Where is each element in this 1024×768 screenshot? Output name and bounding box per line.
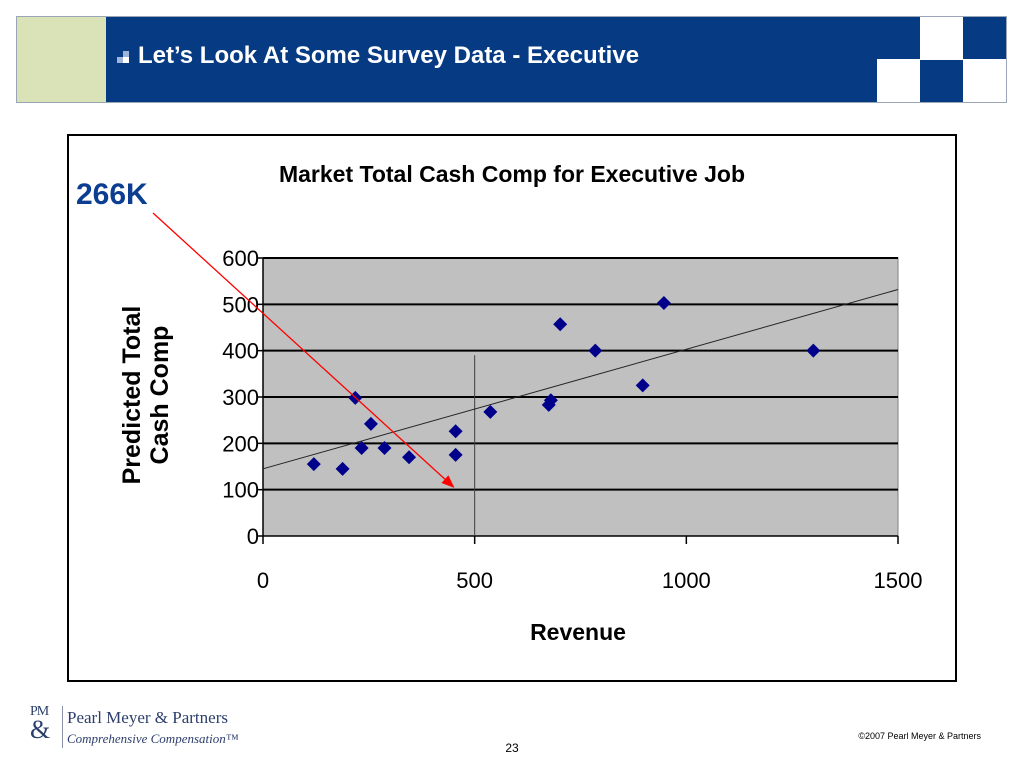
slide-title: Let’s Look At Some Survey Data - Executi…: [138, 42, 640, 69]
data-point: [402, 450, 417, 465]
company-logo: PM & Pearl Meyer & Partners Comprehensiv…: [30, 704, 240, 750]
logo-divider: [62, 706, 63, 748]
y-tick-label: 0: [247, 524, 259, 549]
y-tick-label: 600: [222, 246, 259, 271]
data-point: [377, 440, 392, 455]
callout-arrow: [152, 212, 455, 488]
y-axis-label-line: Cash Comp: [146, 326, 174, 465]
chart-title: Market Total Cash Comp for Executive Job: [279, 161, 745, 187]
header-title-bar: [106, 17, 1006, 102]
data-point: [656, 295, 671, 310]
x-tick-label: 1500: [874, 568, 923, 593]
x-axis-label: Revenue: [530, 619, 626, 645]
data-point: [354, 440, 369, 455]
data-point: [448, 447, 463, 462]
data-point: [553, 317, 568, 332]
data-point: [306, 457, 321, 472]
y-tick-label: 400: [222, 339, 259, 364]
data-point: [588, 343, 603, 358]
callout-arrow-line: [152, 212, 455, 488]
page-number: 23: [505, 741, 519, 755]
gridlines: [263, 257, 898, 491]
logo-mark-top: PM: [30, 704, 49, 719]
chart-frame: [67, 134, 957, 682]
trendline-group: [262, 289, 899, 470]
data-point: [483, 404, 498, 419]
logo-mark-bottom: &: [30, 715, 51, 744]
header-accent-block: [17, 17, 106, 102]
data-point: [448, 424, 463, 439]
y-tick-label: 100: [222, 478, 259, 503]
title-bullet-icon: [117, 51, 129, 63]
checker-tile: [920, 17, 963, 60]
data-point: [335, 461, 350, 476]
y-axis-label-line: Predicted Total: [118, 306, 146, 485]
data-point: [635, 378, 650, 393]
y-tick-label: 300: [222, 385, 259, 410]
y-tick-label: 200: [222, 431, 259, 456]
logo-mark: PM &: [30, 704, 62, 750]
checker-tile: [963, 59, 1006, 102]
trendline: [262, 289, 899, 470]
checker-tile: [877, 59, 920, 102]
callout-label: 266K: [76, 178, 148, 211]
x-tick-label: 1000: [662, 568, 711, 593]
company-tagline: Comprehensive Compensation™: [67, 731, 239, 746]
x-tick-label: 0: [257, 568, 269, 593]
data-points: [306, 295, 821, 476]
data-point: [543, 393, 558, 408]
company-name: Pearl Meyer & Partners: [67, 708, 228, 727]
data-point: [363, 416, 378, 431]
data-point: [806, 343, 821, 358]
copyright-notice: ©2007 Pearl Meyer & Partners: [858, 731, 981, 741]
y-axis-label: Predicted Total Cash Comp: [118, 306, 174, 485]
x-tick-label: 500: [456, 568, 493, 593]
axes: [257, 257, 899, 544]
